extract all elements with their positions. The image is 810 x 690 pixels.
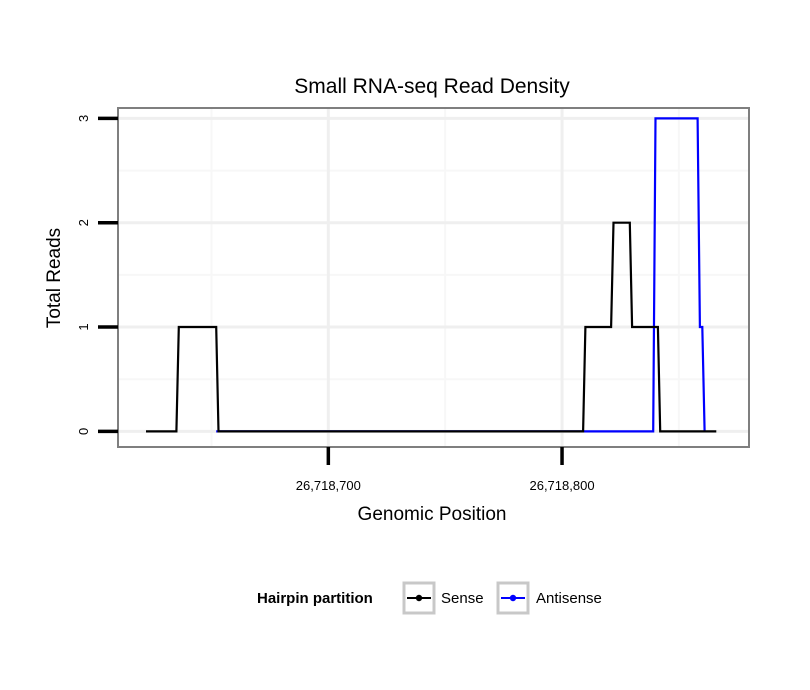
chart-title: Small RNA-seq Read Density <box>294 75 570 98</box>
legend: Hairpin partition Sense Antisense <box>257 581 602 615</box>
y-tick-label: 0 <box>76 428 91 435</box>
legend-key-antisense-point <box>509 594 517 602</box>
x-tick-label: 26,718,800 <box>529 478 594 493</box>
axes: 0 1 2 3 26,718,700 26,718,800 <box>76 115 595 493</box>
y-tick-label: 2 <box>76 219 91 226</box>
legend-label-sense: Sense <box>441 590 484 607</box>
series-line-antisense <box>216 117 706 433</box>
series-layer <box>146 117 717 433</box>
y-axis-title: Total Reads <box>44 228 65 328</box>
x-tick-label: 26,718,700 <box>296 478 361 493</box>
legend-key-sense-point <box>415 594 423 602</box>
legend-item-antisense: Antisense <box>496 581 602 615</box>
x-axis-title: Genomic Position <box>358 504 507 525</box>
grid <box>118 108 749 447</box>
y-tick-label: 1 <box>76 323 91 330</box>
plot-border <box>117 107 750 448</box>
y-tick-label: 3 <box>76 115 91 122</box>
legend-item-sense: Sense <box>402 581 484 615</box>
legend-title: Hairpin partition <box>257 590 373 607</box>
legend-label-antisense: Antisense <box>536 590 602 607</box>
series-line-sense <box>146 221 717 433</box>
plot-panel <box>118 108 749 447</box>
